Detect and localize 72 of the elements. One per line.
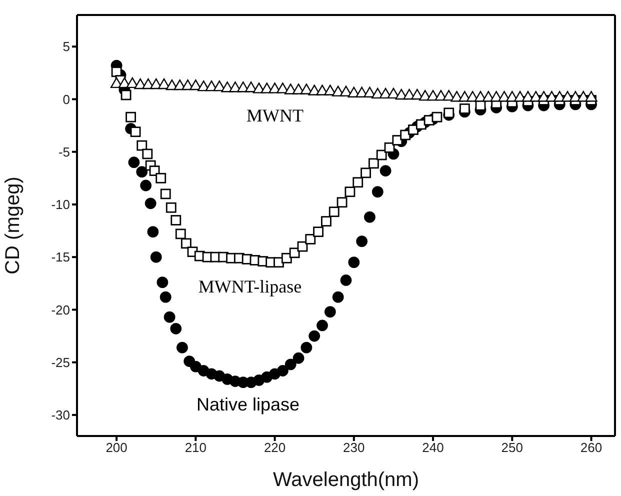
point: [332, 291, 344, 303]
point: [459, 103, 470, 114]
point: [120, 90, 132, 100]
series-label: MWNT-lipase: [198, 276, 302, 298]
point: [380, 165, 392, 176]
y-tick-label: -10: [51, 197, 70, 212]
point: [180, 238, 192, 249]
point: [277, 365, 288, 376]
y-axis-title: CD (mgeg): [2, 176, 24, 274]
point: [147, 226, 159, 238]
y-tick-label: 0: [62, 92, 70, 107]
point: [328, 206, 340, 218]
point: [166, 202, 176, 213]
x-axis-title: Wavelength(nm): [273, 469, 419, 491]
y-tick-label: -15: [51, 250, 70, 265]
point: [344, 186, 356, 198]
point: [281, 252, 292, 264]
series-label: Native lipase: [196, 394, 300, 416]
x-tick-label: 260: [580, 440, 602, 456]
point: [284, 358, 296, 370]
point: [376, 150, 387, 160]
point: [292, 352, 304, 364]
point: [170, 215, 182, 226]
point: [308, 330, 320, 342]
point: [364, 211, 376, 223]
x-tick-label: 240: [422, 440, 444, 456]
point: [175, 228, 186, 240]
point: [300, 342, 312, 354]
point: [140, 180, 152, 192]
point: [348, 256, 360, 268]
point: [340, 274, 352, 286]
point: [372, 186, 384, 198]
point: [432, 112, 442, 122]
point: [297, 241, 308, 252]
x-tick-label: 200: [106, 440, 128, 456]
point: [384, 142, 395, 153]
y-tick-label: -25: [51, 354, 70, 370]
point: [444, 108, 454, 118]
point: [142, 148, 153, 160]
point: [128, 156, 140, 168]
point: [360, 168, 371, 178]
point: [305, 234, 316, 244]
point: [160, 291, 172, 303]
point: [289, 248, 300, 258]
point: [130, 126, 141, 138]
point: [156, 276, 168, 288]
x-tick-label: 210: [184, 440, 207, 456]
point: [126, 112, 136, 122]
series-label: MWNT: [246, 106, 304, 126]
point: [156, 172, 166, 184]
point: [336, 197, 348, 208]
point: [150, 251, 162, 263]
point: [111, 66, 122, 78]
point: [352, 177, 364, 188]
point: [164, 311, 176, 323]
point: [176, 342, 188, 354]
point: [313, 226, 324, 238]
y-tick-label: -20: [51, 302, 70, 318]
point: [368, 158, 379, 169]
x-tick-label: 250: [501, 440, 523, 456]
point: [160, 188, 171, 200]
point: [316, 320, 328, 332]
point: [324, 306, 336, 318]
point: [356, 236, 368, 247]
y-tick-label: 5: [62, 39, 70, 54]
y-tick-label: -30: [51, 408, 70, 423]
point: [144, 198, 156, 210]
point: [170, 322, 182, 334]
y-tick-label: -5: [58, 144, 70, 160]
point: [136, 166, 148, 178]
x-tick-label: 230: [343, 440, 365, 456]
x-tick-label: 220: [264, 440, 286, 456]
